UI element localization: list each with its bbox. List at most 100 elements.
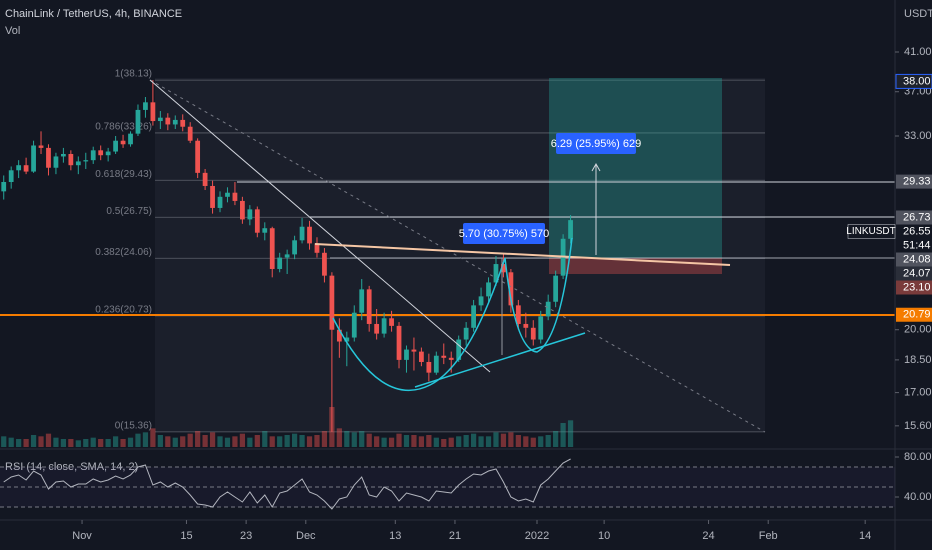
volume-bar <box>418 436 425 447</box>
volume-bar <box>209 432 216 447</box>
currency-label: USDT <box>904 8 932 20</box>
candle-body <box>501 264 506 273</box>
neckline <box>314 243 731 266</box>
volume-bar <box>105 439 111 447</box>
candle-body <box>23 165 29 172</box>
volume-bar <box>75 440 81 447</box>
volume-bar <box>150 428 156 447</box>
volume-bar <box>217 436 223 447</box>
candle-body <box>381 318 387 334</box>
volume-bar <box>508 432 514 447</box>
target-zone <box>549 78 722 258</box>
candle-body <box>98 150 104 156</box>
volume-bar <box>269 436 275 447</box>
candle-body <box>262 228 268 233</box>
candle-body <box>314 243 320 253</box>
candle-body <box>277 257 283 269</box>
candle-body <box>404 349 409 360</box>
candle-body <box>150 102 156 122</box>
candle-body <box>426 361 432 373</box>
price-tag-label: 20.79 <box>903 309 931 321</box>
price-tag-label: 24.08 <box>903 253 931 265</box>
volume-bar <box>262 431 268 447</box>
candle-body <box>247 209 253 220</box>
candle-body <box>366 289 372 324</box>
volume-bar <box>470 433 477 447</box>
y-tick-label: 18.50 <box>904 354 932 366</box>
volume-bar <box>478 436 484 447</box>
volume-bar <box>426 435 432 447</box>
volume-bar <box>247 437 253 447</box>
measure-text: 6.29 (25.95%) 629 <box>551 138 642 150</box>
candle-body <box>38 145 44 148</box>
volume-bar <box>187 433 193 447</box>
candle-body <box>351 312 357 338</box>
volume-bar <box>38 436 44 447</box>
price-tag <box>896 252 932 267</box>
volume-bar <box>1 436 7 447</box>
volume-bar <box>60 439 67 447</box>
candle-body <box>269 228 275 269</box>
candle-body <box>187 126 193 141</box>
candle-body <box>336 329 342 342</box>
volume-bar <box>314 435 320 447</box>
candle-body <box>486 282 491 297</box>
volume-bar <box>120 439 126 447</box>
candle-body <box>396 325 402 360</box>
volume-bar <box>523 436 529 447</box>
candle-body <box>135 109 141 134</box>
volume-bar <box>560 423 566 447</box>
volume-bar <box>441 439 447 447</box>
rsi-tick-label: 40.00 <box>904 491 932 503</box>
candle-body <box>157 117 163 122</box>
candle-body <box>217 196 223 208</box>
x-tick-label: 21 <box>449 530 461 542</box>
candle-body <box>456 339 462 360</box>
volume-bar <box>277 436 283 447</box>
candle-body <box>232 192 238 201</box>
volume-bar <box>351 432 357 447</box>
rsi-tick-label: 80.00 <box>904 451 932 463</box>
volume-bar <box>485 436 492 447</box>
candle-body <box>471 305 476 328</box>
volume-bar <box>538 436 544 447</box>
volume-bar <box>381 437 387 447</box>
volume-bar <box>359 431 365 447</box>
candle-body <box>322 252 327 276</box>
volume-bar <box>23 439 29 447</box>
y-tick-label: 17.00 <box>904 387 932 399</box>
symbol-tag <box>847 224 896 239</box>
candle-body <box>359 289 365 313</box>
rising-line <box>414 332 586 388</box>
volume-bar <box>515 435 521 447</box>
candle-body <box>419 351 424 362</box>
volume-bar <box>388 437 395 447</box>
volume-bar <box>500 433 507 447</box>
volume-bar <box>463 435 469 447</box>
candle-body <box>433 355 439 373</box>
volume-bar <box>411 435 417 447</box>
candle-body <box>143 102 148 110</box>
volume-bar <box>142 432 149 447</box>
volume-bar <box>403 435 410 447</box>
handle-curve <box>504 237 573 353</box>
candle-body <box>16 165 22 171</box>
x-tick-label: 15 <box>180 530 192 542</box>
candle-body <box>202 172 208 186</box>
price-tag <box>895 73 932 89</box>
x-tick-label: 10 <box>598 530 610 542</box>
chart-title: ChainLink / TetherUS, 4h, BINANCE <box>5 8 182 20</box>
candle-body <box>1 181 7 192</box>
x-tick-label: 2022 <box>525 530 549 542</box>
candle-body <box>172 119 178 125</box>
candle-body <box>83 160 89 162</box>
candle-body <box>389 318 394 326</box>
price-tag <box>896 280 932 295</box>
candle-body <box>329 275 335 330</box>
price-tag-label: 24.07 <box>903 267 931 279</box>
price-tag-label: 38.00 <box>903 75 931 87</box>
volume-bar <box>98 439 104 447</box>
candle-body <box>493 264 499 283</box>
x-tick-label: 24 <box>702 530 714 542</box>
